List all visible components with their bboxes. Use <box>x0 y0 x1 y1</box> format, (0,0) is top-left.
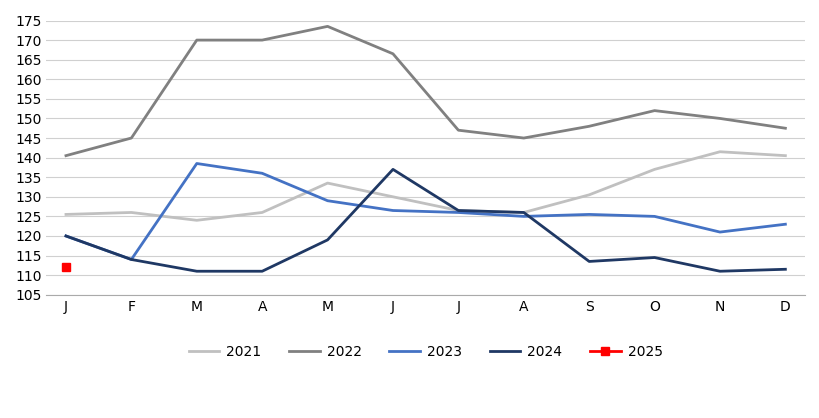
2023 <box>453 210 463 215</box>
2022 <box>780 126 790 131</box>
2022 <box>453 127 463 133</box>
2023 <box>584 212 594 217</box>
2022 <box>192 38 201 43</box>
2024 <box>322 237 332 242</box>
2021 <box>584 192 594 197</box>
2022 <box>518 135 528 140</box>
2022 <box>387 51 397 56</box>
Legend: 2021, 2022, 2023, 2024, 2025: 2021, 2022, 2023, 2024, 2025 <box>183 339 667 364</box>
2024 <box>780 267 790 272</box>
2021 <box>780 153 790 158</box>
2024 <box>518 210 528 215</box>
2022 <box>714 116 724 121</box>
Line: 2023: 2023 <box>66 163 785 260</box>
2022 <box>257 38 267 43</box>
2021 <box>518 210 528 215</box>
2023 <box>780 222 790 227</box>
2024 <box>387 167 397 172</box>
2021 <box>126 210 136 215</box>
2021 <box>649 167 658 172</box>
2022 <box>584 124 594 129</box>
2023 <box>714 229 724 234</box>
2021 <box>387 194 397 199</box>
Line: 2022: 2022 <box>66 26 785 155</box>
2023 <box>649 214 658 219</box>
2024 <box>257 269 267 274</box>
2021 <box>453 208 463 213</box>
2023 <box>61 234 70 239</box>
2021 <box>192 218 201 223</box>
2024 <box>192 269 201 274</box>
2022 <box>126 135 136 140</box>
2021 <box>714 149 724 154</box>
2023 <box>322 198 332 203</box>
2024 <box>584 259 594 264</box>
2021 <box>257 210 267 215</box>
2022 <box>322 24 332 29</box>
2023 <box>192 161 201 166</box>
2024 <box>126 257 136 262</box>
2022 <box>61 153 70 158</box>
Line: 2021: 2021 <box>66 152 785 220</box>
2023 <box>257 171 267 176</box>
2024 <box>714 269 724 274</box>
2024 <box>649 255 658 260</box>
2024 <box>453 208 463 213</box>
2024 <box>61 234 70 239</box>
2021 <box>322 181 332 186</box>
2023 <box>518 214 528 219</box>
2021 <box>61 212 70 217</box>
Line: 2024: 2024 <box>66 169 785 271</box>
2023 <box>387 208 397 213</box>
2022 <box>649 108 658 113</box>
2023 <box>126 257 136 262</box>
